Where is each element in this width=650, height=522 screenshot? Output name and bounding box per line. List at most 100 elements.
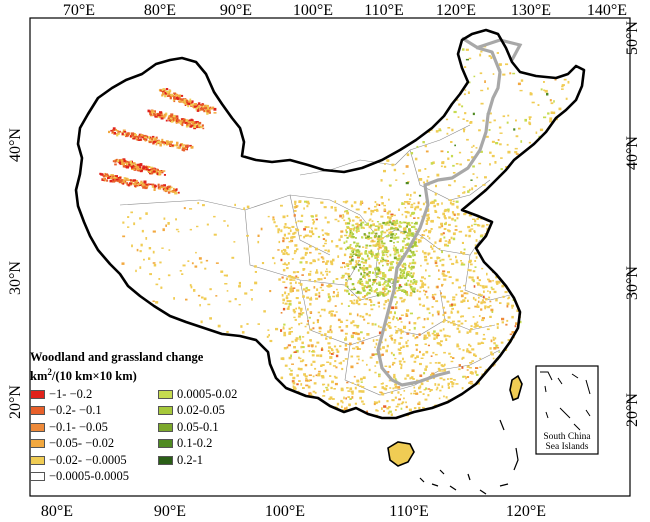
- change-pixel: [417, 217, 420, 220]
- change-pixel: [356, 256, 360, 259]
- change-pixel: [145, 166, 148, 168]
- change-pixel: [338, 238, 341, 242]
- change-pixel: [426, 331, 430, 335]
- change-pixel: [220, 270, 224, 273]
- change-pixel: [201, 103, 204, 105]
- change-pixel: [393, 253, 396, 256]
- change-pixel: [181, 144, 184, 147]
- change-pixel: [367, 292, 371, 295]
- change-pixel: [447, 271, 450, 274]
- change-pixel: [200, 104, 203, 107]
- change-pixel: [408, 329, 411, 331]
- change-pixel: [280, 204, 283, 207]
- change-pixel: [289, 373, 291, 376]
- change-pixel: [302, 336, 305, 338]
- change-pixel: [395, 303, 397, 306]
- change-pixel: [328, 311, 330, 314]
- change-pixel: [443, 278, 447, 281]
- change-pixel: [370, 212, 373, 216]
- change-pixel: [282, 239, 285, 243]
- change-pixel: [396, 289, 399, 292]
- change-pixel: [130, 179, 132, 182]
- change-pixel: [272, 216, 275, 219]
- change-pixel: [447, 127, 451, 129]
- change-pixel: [440, 233, 444, 236]
- change-pixel: [387, 224, 391, 226]
- change-pixel: [387, 160, 390, 162]
- change-pixel: [368, 271, 371, 274]
- change-pixel: [280, 312, 283, 314]
- change-pixel: [296, 228, 300, 232]
- change-pixel: [418, 316, 421, 319]
- change-pixel: [331, 380, 334, 384]
- change-pixel: [458, 151, 462, 154]
- change-pixel: [356, 380, 360, 383]
- change-pixel: [327, 250, 330, 253]
- change-pixel: [335, 311, 338, 313]
- change-pixel: [388, 406, 391, 409]
- change-pixel: [561, 88, 564, 90]
- change-pixel: [414, 237, 418, 241]
- change-pixel: [309, 230, 311, 233]
- change-pixel: [393, 168, 397, 172]
- change-pixel: [362, 376, 366, 379]
- change-pixel: [213, 112, 217, 114]
- change-pixel: [403, 277, 407, 280]
- change-pixel: [408, 198, 412, 200]
- change-pixel: [294, 200, 297, 204]
- change-pixel: [318, 330, 322, 333]
- change-pixel: [381, 202, 384, 205]
- change-pixel: [479, 150, 483, 153]
- change-pixel: [396, 257, 400, 261]
- change-pixel: [479, 294, 483, 296]
- change-pixel: [140, 182, 144, 185]
- change-pixel: [513, 128, 516, 131]
- change-pixel: [320, 333, 323, 337]
- change-pixel: [474, 323, 478, 327]
- change-pixel: [273, 221, 276, 224]
- change-pixel: [475, 324, 479, 327]
- change-pixel: [238, 281, 241, 285]
- change-pixel: [345, 263, 349, 265]
- change-pixel: [487, 290, 489, 292]
- change-pixel: [382, 346, 385, 349]
- change-pixel: [476, 303, 479, 306]
- change-pixel: [450, 381, 453, 383]
- change-pixel: [112, 127, 116, 130]
- change-pixel: [489, 121, 492, 124]
- change-pixel: [464, 212, 467, 215]
- change-pixel: [423, 255, 427, 258]
- change-pixel: [391, 306, 395, 310]
- change-pixel: [384, 280, 386, 283]
- change-pixel: [394, 253, 397, 256]
- change-pixel: [400, 231, 403, 234]
- change-pixel: [352, 253, 355, 255]
- change-pixel: [437, 367, 441, 370]
- change-pixel: [341, 367, 344, 371]
- change-pixel: [356, 313, 359, 317]
- change-pixel: [514, 151, 518, 154]
- change-pixel: [308, 278, 312, 281]
- change-pixel: [462, 128, 466, 131]
- change-pixel: [310, 227, 313, 230]
- change-pixel: [429, 389, 433, 391]
- change-pixel: [480, 50, 483, 53]
- change-pixel: [386, 211, 390, 215]
- change-pixel: [405, 234, 409, 237]
- change-pixel: [410, 268, 413, 271]
- change-pixel: [159, 170, 162, 172]
- change-pixel: [380, 232, 383, 236]
- change-pixel: [166, 143, 168, 146]
- change-pixel: [301, 341, 304, 345]
- change-pixel: [323, 390, 326, 393]
- change-pixel: [177, 191, 180, 194]
- change-pixel: [175, 143, 179, 147]
- change-pixel: [157, 115, 160, 118]
- change-pixel: [424, 398, 428, 401]
- change-pixel: [143, 138, 146, 140]
- change-pixel: [388, 410, 392, 413]
- change-pixel: [203, 107, 206, 110]
- change-pixel: [404, 226, 407, 230]
- change-pixel: [393, 296, 397, 299]
- change-pixel: [481, 319, 485, 322]
